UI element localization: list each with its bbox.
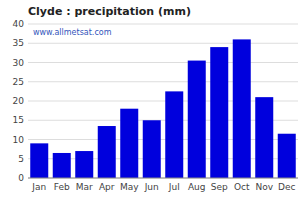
- bar: [255, 97, 273, 178]
- title: Clyde : precipitation (mm): [28, 5, 191, 18]
- x-tick-label: Dec: [278, 182, 295, 192]
- grid-line: [28, 43, 298, 44]
- x-tick-label: Sep: [211, 182, 228, 192]
- x-tick-label: Feb: [54, 182, 70, 192]
- bar: [188, 61, 206, 178]
- y-tick-label: 5: [18, 154, 24, 164]
- chart: Clyde : precipitation (mm) 0 5 10 15 20 25 30 35…: [0, 0, 306, 200]
- y-tick-label: 15: [13, 115, 24, 125]
- watermark: www.allmetsat.com: [33, 28, 112, 37]
- bar: [165, 91, 183, 178]
- x-tick-label: Aug: [188, 182, 206, 192]
- bar: [120, 109, 138, 178]
- background: [0, 0, 306, 200]
- grid-line: [28, 81, 298, 82]
- bar: [278, 134, 296, 178]
- x-tick-label: Jan: [31, 182, 46, 192]
- y-tick-label: 0: [18, 173, 24, 183]
- bar: [53, 153, 71, 178]
- y-tick-label: 20: [13, 96, 25, 106]
- bar: [233, 39, 251, 178]
- bar: [98, 126, 116, 178]
- bar: [30, 143, 48, 178]
- x-tick-label: Jul: [168, 182, 180, 192]
- grid-line: [28, 62, 298, 63]
- y-tick-label: 25: [13, 77, 24, 87]
- x-tick-label: May: [120, 182, 139, 192]
- bar: [143, 120, 161, 178]
- y-tick-label: 40: [13, 19, 25, 29]
- y-tick-label: 35: [13, 38, 24, 48]
- x-axis: [28, 178, 298, 179]
- x-tick-label: Jun: [144, 182, 159, 192]
- x-tick-label: Nov: [255, 182, 273, 192]
- x-tick-label: Apr: [99, 182, 115, 192]
- y-tick-label: 10: [13, 135, 25, 145]
- y-tick-label: 30: [13, 58, 25, 68]
- x-tick-label: Oct: [234, 182, 250, 192]
- grid-line: [28, 24, 298, 25]
- bars: [30, 39, 296, 178]
- x-tick-label: Mar: [76, 182, 93, 192]
- bar: [75, 151, 93, 178]
- grid-line: [28, 178, 298, 179]
- bar: [210, 47, 228, 178]
